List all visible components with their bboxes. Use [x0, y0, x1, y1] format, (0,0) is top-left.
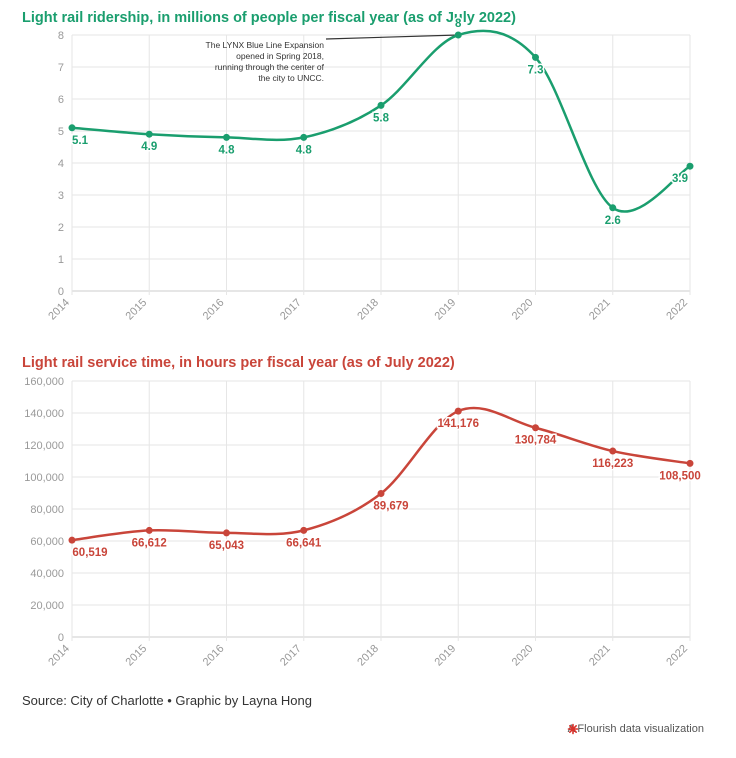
x-tick-label: 2015 [124, 643, 150, 669]
data-label: 60,519 [72, 547, 107, 559]
y-tick-label: 1 [58, 254, 64, 266]
annotation-leader-line [325, 34, 459, 40]
data-point[interactable] [454, 31, 462, 39]
service-time-chart-plot: 0 20,000 40,000 60,000 80,000 100,000 120,000 1… [24, 376, 702, 669]
data-label: 130,784 [515, 435, 557, 447]
data-label: 7.3 [528, 64, 544, 76]
data-label: 141,176 [437, 418, 479, 430]
data-label: 65,043 [209, 540, 244, 552]
flourish-credit[interactable]: A Flourish data visualization [567, 723, 704, 735]
data-point[interactable] [686, 459, 694, 467]
data-point[interactable] [454, 407, 462, 415]
data-point[interactable] [145, 130, 153, 138]
x-tick-label: 2018 [355, 643, 381, 669]
data-label: 2.6 [605, 215, 621, 227]
y-tick-label: 4 [58, 158, 64, 170]
data-label: 3.9 [672, 173, 688, 185]
data-label: 66,641 [286, 537, 322, 549]
data-point[interactable] [609, 204, 617, 212]
data-label: 108,500 [659, 470, 701, 482]
y-tick-label: 100,000 [24, 472, 64, 484]
data-point[interactable] [223, 529, 230, 537]
data-point[interactable] [145, 526, 153, 534]
x-tick-label: 2022 [664, 643, 690, 669]
y-tick-label: 40,000 [30, 568, 64, 580]
data-label: 116,223 [592, 458, 633, 470]
y-tick-label: 5 [58, 126, 64, 138]
x-tick-label: 2016 [201, 643, 227, 669]
data-point[interactable] [68, 124, 76, 132]
data-point[interactable] [532, 53, 539, 61]
y-tick-label: 140,000 [24, 408, 64, 420]
y-tick-label: 8 [58, 30, 64, 42]
x-tick-label: 2017 [278, 643, 304, 669]
annotation-text-line: The LYNX Blue Line Expansion [206, 40, 325, 50]
grid [71, 380, 691, 641]
y-tick-label: 20,000 [30, 600, 64, 612]
grid [71, 34, 691, 295]
data-label: 4.9 [141, 141, 157, 153]
service-time-chart: Light rail service time, in hours per fi… [22, 355, 702, 669]
y-tick-label: 160,000 [24, 376, 64, 388]
data-point[interactable] [300, 133, 308, 141]
data-label: 5.8 [373, 112, 390, 124]
data-point[interactable] [377, 101, 385, 109]
y-tick-label: 80,000 [30, 504, 64, 516]
data-label: 4.8 [219, 144, 236, 156]
data-label: 89,679 [373, 501, 408, 513]
ridership-chart: Light rail ridership, in millions of peo… [0, 0, 736, 340]
data-point[interactable] [532, 424, 539, 432]
annotation-text-line: opened in Spring 2018, [236, 51, 324, 61]
y-tick-label: 0 [58, 632, 64, 644]
y-tick-label: 0 [58, 286, 64, 298]
x-tick-label: 2020 [510, 643, 536, 669]
data-point[interactable] [300, 526, 308, 534]
series-line [70, 29, 692, 213]
data-label: 5.1 [72, 135, 89, 147]
data-point[interactable] [377, 490, 385, 498]
x-tick-label: 2019 [433, 643, 459, 669]
y-tick-label: 6 [58, 94, 64, 106]
flourish-credit-label: A Flourish data visualization [567, 723, 704, 735]
y-tick-label: 60,000 [30, 536, 64, 548]
y-tick-label: 2 [58, 222, 64, 234]
data-label: 8 [455, 18, 462, 30]
annotation-text-line: running through the center of [215, 62, 325, 72]
flourish-logo-icon [567, 723, 578, 735]
ridership-chart-title: Light rail ridership, in millions of peo… [22, 10, 516, 26]
data-label: 66,612 [132, 537, 167, 549]
y-tick-label: 3 [58, 190, 64, 202]
source-note: Source: City of Charlotte • Graphic by L… [22, 693, 312, 708]
y-tick-label: 7 [58, 62, 64, 74]
data-point[interactable] [686, 162, 694, 170]
data-point[interactable] [223, 133, 230, 141]
x-tick-label: 2014 [46, 643, 72, 669]
x-tick-label: 2021 [587, 643, 613, 669]
annotation-text-line: the city to UNCC. [258, 73, 324, 83]
data-label: 4.8 [296, 144, 313, 156]
data-point[interactable] [609, 447, 617, 455]
service-time-chart-title: Light rail service time, in hours per fi… [22, 355, 455, 371]
y-tick-label: 120,000 [24, 440, 64, 452]
data-point[interactable] [68, 536, 76, 544]
